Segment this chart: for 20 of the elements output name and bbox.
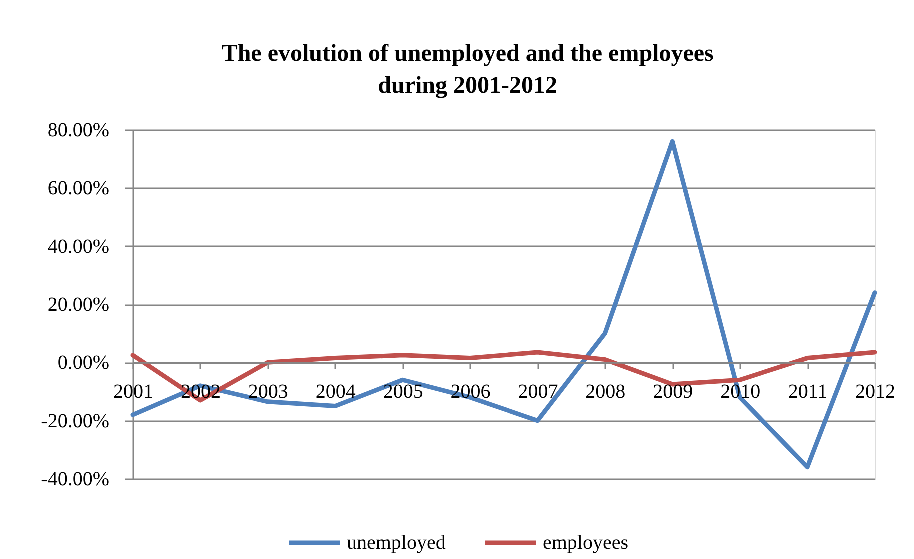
legend-label: unemployed bbox=[347, 532, 446, 554]
x-tick-label: 2011 bbox=[788, 381, 828, 404]
x-tick-label: 2012 bbox=[856, 381, 896, 404]
x-tick-label: 2008 bbox=[586, 381, 626, 404]
y-tick-label: -40.00% bbox=[41, 468, 110, 490]
y-tick-label: 20.00% bbox=[48, 294, 110, 316]
x-tick-label: 2003 bbox=[248, 381, 288, 404]
y-tick-label: -20.00% bbox=[41, 410, 110, 432]
legend-label: employees bbox=[543, 532, 629, 554]
x-tick-label: 2005 bbox=[383, 381, 424, 404]
y-tick-label: 40.00% bbox=[48, 236, 110, 258]
y-tick-label: 60.00% bbox=[48, 178, 110, 200]
y-tick-label: 0.00% bbox=[58, 352, 110, 374]
x-tick-label: 2001 bbox=[114, 381, 154, 404]
x-tick-label: 2002 bbox=[180, 381, 221, 404]
y-tick-label: 80.00% bbox=[48, 120, 110, 142]
x-tick-label: 2007 bbox=[518, 381, 558, 404]
x-tick-label: 2009 bbox=[653, 381, 694, 404]
chart-title: The evolution of unemployed and the employees during 2001-2012 bbox=[222, 41, 714, 99]
x-tick-label: 2004 bbox=[316, 381, 356, 404]
